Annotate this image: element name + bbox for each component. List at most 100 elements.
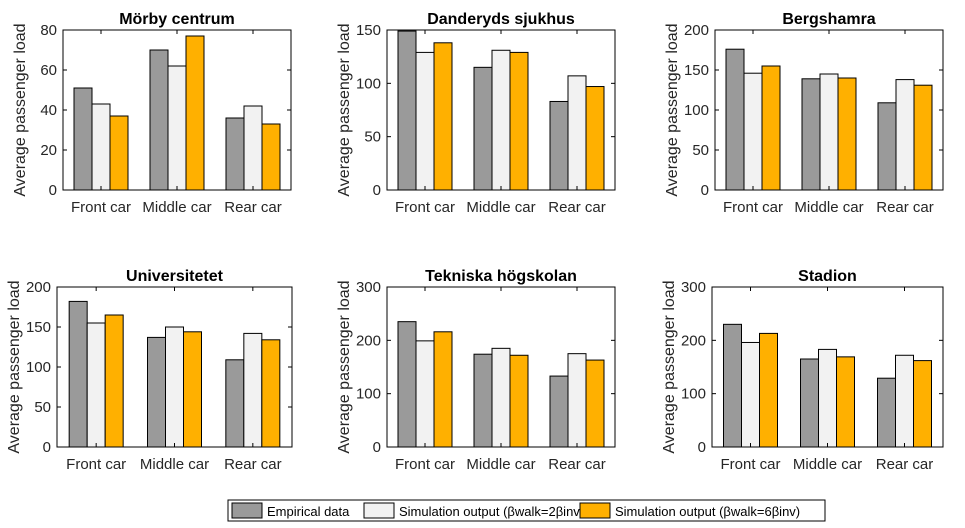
y-tick-label: 50 <box>364 129 381 146</box>
bar-simulation-output-walk-2-inv--rear-car <box>895 79 915 191</box>
bar-simulation-output-walk-6-inv--rear-car <box>261 123 281 191</box>
y-tick-label: 80 <box>40 22 57 39</box>
legend: Empirical data Simulation output (βwalk=2… <box>227 499 826 522</box>
panel-3: 0 50 100 150 200 Front car Middle car Rear car B… <box>664 11 944 216</box>
bar-simulation-output-walk-6-inv--rear-car <box>585 359 605 448</box>
bar-simulation-output-walk-2-inv--front-car <box>91 103 111 191</box>
y-tick-label: 200 <box>684 22 709 39</box>
x-tick-label: Front car <box>723 199 783 216</box>
x-tick-label: Middle car <box>142 199 211 216</box>
bar-empirical-data-middle-car <box>800 358 819 448</box>
y-tick-label: 100 <box>681 386 706 403</box>
bar-simulation-output-walk-2-inv--middle-car <box>167 65 187 191</box>
x-tick-label: Front car <box>395 456 455 473</box>
x-tick-label: Front car <box>720 456 780 473</box>
y-axis-label: Average passenger load <box>661 280 678 453</box>
panel-5: 0 100 200 300 Front car Middle car Rear car Tek… <box>336 268 616 473</box>
bar-simulation-output-walk-6-inv--front-car <box>104 314 124 448</box>
bar-simulation-output-walk-2-inv--middle-car <box>819 73 839 191</box>
bar-empirical-data-rear-car <box>225 117 245 191</box>
y-tick-label: 100 <box>356 75 381 92</box>
bar-simulation-output-walk-6-inv--rear-car <box>913 360 932 448</box>
bar-simulation-output-walk-6-inv--middle-car <box>509 354 529 448</box>
bar-simulation-output-walk-2-inv--front-car <box>743 72 763 191</box>
y-tick-label: 100 <box>684 102 709 119</box>
bar-empirical-data-middle-car <box>473 66 493 191</box>
y-tick-label: 40 <box>40 102 57 119</box>
chart-title: Bergshamra <box>782 11 875 28</box>
bar-empirical-data-rear-car <box>877 102 897 191</box>
legend-swatch <box>363 502 395 519</box>
legend-swatch <box>231 502 263 519</box>
y-tick-label: 0 <box>43 439 51 456</box>
y-axis-label: Average passenger load <box>6 280 23 453</box>
y-tick-label: 0 <box>701 182 709 199</box>
bar-simulation-output-walk-2-inv--front-car <box>86 322 106 448</box>
bar-empirical-data-front-car <box>725 48 745 191</box>
bar-simulation-output-walk-2-inv--middle-car <box>491 347 511 448</box>
y-axis-label: Average passenger load <box>664 23 681 196</box>
chart-title: Universitetet <box>126 268 224 285</box>
y-tick-label: 100 <box>26 359 51 376</box>
bar-empirical-data-front-car <box>397 30 417 191</box>
y-tick-label: 20 <box>40 142 57 159</box>
bar-simulation-output-walk-6-inv--front-car <box>109 115 129 191</box>
y-axis-label: Average passenger load <box>12 23 29 196</box>
bar-empirical-data-rear-car <box>225 359 245 448</box>
bar-simulation-output-walk-2-inv--middle-car <box>165 326 184 448</box>
chart-title: Tekniska högskolan <box>425 268 577 285</box>
bar-simulation-output-walk-2-inv--rear-car <box>243 105 263 191</box>
bar-empirical-data-middle-car <box>149 49 169 191</box>
x-tick-label: Rear car <box>224 456 282 473</box>
chart-title: Stadion <box>798 268 857 285</box>
bar-simulation-output-walk-6-inv--front-car <box>433 42 453 191</box>
panel-1: 0 20 40 60 80 Front car Middle car Rear car Mörb… <box>12 11 292 216</box>
bar-simulation-output-walk-2-inv--middle-car <box>491 49 511 191</box>
y-tick-label: 50 <box>34 399 51 416</box>
bar-simulation-output-walk-6-inv--rear-car <box>913 84 933 191</box>
bar-empirical-data-front-car <box>73 87 93 191</box>
bar-simulation-output-walk-6-inv--middle-car <box>509 51 529 191</box>
bar-simulation-output-walk-2-inv--rear-car <box>567 75 587 191</box>
bar-simulation-output-walk-2-inv--front-car <box>415 340 435 448</box>
y-tick-label: 150 <box>684 62 709 79</box>
bar-empirical-data-middle-car <box>801 78 821 191</box>
x-tick-label: Rear car <box>548 199 606 216</box>
bar-simulation-output-walk-6-inv--front-car <box>433 331 453 448</box>
bar-simulation-output-walk-6-inv--front-car <box>759 332 778 448</box>
bar-simulation-output-walk-6-inv--middle-car <box>185 35 205 191</box>
y-tick-label: 300 <box>681 279 706 296</box>
bar-simulation-output-walk-2-inv--front-car <box>415 51 435 191</box>
y-tick-label: 150 <box>356 22 381 39</box>
bar-simulation-output-walk-6-inv--rear-car <box>585 86 605 191</box>
x-tick-label: Middle car <box>794 199 863 216</box>
y-tick-label: 60 <box>40 62 57 79</box>
x-tick-label: Rear car <box>876 199 934 216</box>
y-tick-label: 0 <box>49 182 57 199</box>
chart-title: Danderyds sjukhus <box>427 11 575 28</box>
bar-empirical-data-middle-car <box>473 353 493 448</box>
x-tick-label: Front car <box>66 456 126 473</box>
y-axis-label: Average passenger load <box>336 280 353 453</box>
bar-empirical-data-rear-car <box>549 375 569 448</box>
bar-empirical-data-middle-car <box>147 336 166 448</box>
y-tick-label: 0 <box>373 439 381 456</box>
y-tick-label: 200 <box>356 332 381 349</box>
y-tick-label: 200 <box>26 279 51 296</box>
bar-simulation-output-walk-6-inv--rear-car <box>261 339 281 448</box>
bar-simulation-output-walk-2-inv--rear-car <box>895 354 914 448</box>
y-tick-label: 50 <box>692 142 709 159</box>
bar-empirical-data-front-car <box>723 323 742 448</box>
panel-2: 0 50 100 150 Front car Middle car Rear car Dand… <box>336 11 616 216</box>
bar-simulation-output-walk-2-inv--middle-car <box>818 348 837 448</box>
x-tick-label: Middle car <box>140 456 209 473</box>
bar-simulation-output-walk-6-inv--middle-car <box>837 77 857 191</box>
y-tick-label: 300 <box>356 279 381 296</box>
x-tick-label: Rear car <box>876 456 934 473</box>
bar-simulation-output-walk-2-inv--rear-car <box>243 332 263 448</box>
y-axis-label: Average passenger load <box>336 23 353 196</box>
y-tick-label: 150 <box>26 319 51 336</box>
y-tick-label: 0 <box>373 182 381 199</box>
y-tick-label: 200 <box>681 332 706 349</box>
bar-simulation-output-walk-2-inv--front-car <box>741 341 760 448</box>
